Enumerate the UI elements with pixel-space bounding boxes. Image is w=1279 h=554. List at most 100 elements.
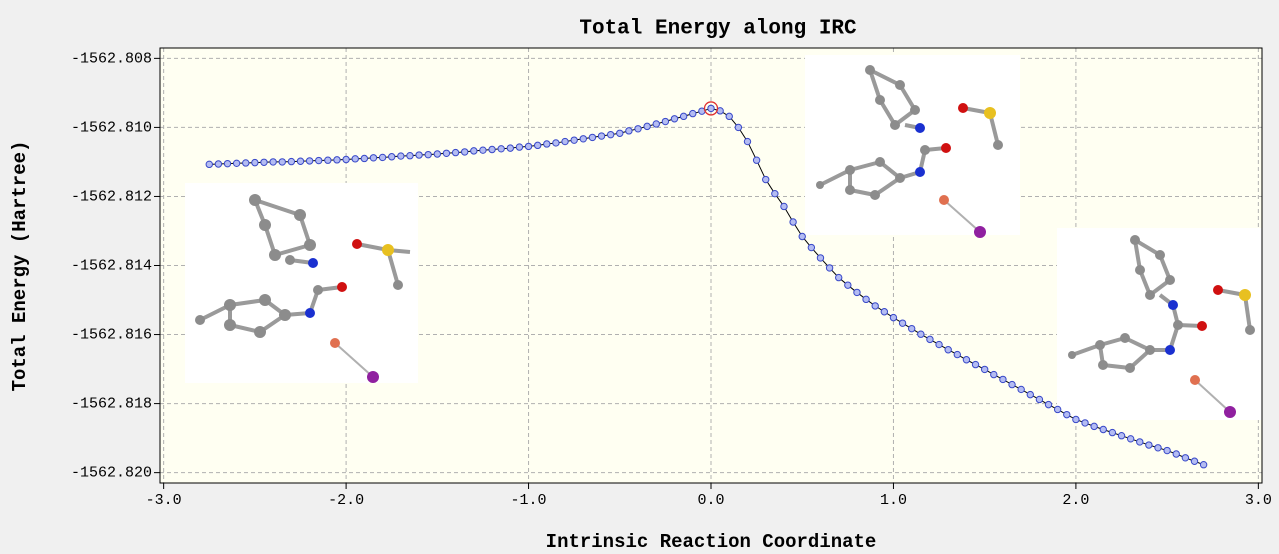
irc-point	[334, 157, 340, 163]
irc-point	[881, 309, 887, 315]
irc-point	[516, 144, 522, 150]
x-tick-label: 2.0	[1062, 492, 1089, 509]
irc-point	[325, 157, 331, 163]
irc-point	[1200, 462, 1206, 468]
irc-point	[416, 152, 422, 158]
irc-point	[972, 361, 978, 367]
irc-point	[480, 147, 486, 153]
irc-point	[489, 146, 495, 152]
x-tick-label: 3.0	[1245, 492, 1272, 509]
irc-point	[863, 296, 869, 302]
irc-point	[607, 131, 613, 137]
irc-point	[279, 159, 285, 165]
irc-point	[1091, 423, 1097, 429]
x-tick-label: 1.0	[880, 492, 907, 509]
irc-point	[352, 156, 358, 162]
irc-point	[343, 156, 349, 162]
x-tick-label: 0.0	[697, 492, 724, 509]
irc-point	[817, 255, 823, 261]
molecule-inset-ts	[805, 55, 1020, 238]
irc-point	[826, 265, 832, 271]
irc-point	[799, 233, 805, 239]
irc-point	[288, 158, 294, 164]
irc-point	[544, 141, 550, 147]
irc-point	[790, 219, 796, 225]
irc-point	[981, 366, 987, 372]
irc-point	[954, 351, 960, 357]
irc-point	[1054, 406, 1060, 412]
irc-point	[370, 155, 376, 161]
irc-point	[1045, 401, 1051, 407]
irc-point	[243, 160, 249, 166]
x-tick-label: -2.0	[328, 492, 364, 509]
irc-point	[854, 289, 860, 295]
irc-point	[845, 282, 851, 288]
irc-point	[206, 161, 212, 167]
y-tick-label: -1562.820	[71, 465, 152, 482]
irc-point	[1127, 436, 1133, 442]
irc-point	[461, 149, 467, 155]
irc-point	[1000, 376, 1006, 382]
irc-point	[1182, 455, 1188, 461]
irc-point	[297, 158, 303, 164]
irc-point	[653, 121, 659, 127]
x-axis-label: Intrinsic Reaction Coordinate	[546, 531, 877, 553]
irc-point	[434, 151, 440, 157]
irc-point	[1082, 420, 1088, 426]
irc-point	[252, 159, 258, 165]
irc-point	[452, 149, 458, 155]
irc-point	[781, 203, 787, 209]
irc-point	[261, 159, 267, 165]
irc-point	[808, 244, 814, 250]
irc-point	[963, 357, 969, 363]
irc-point	[908, 325, 914, 331]
irc-point	[316, 157, 322, 163]
irc-point	[1100, 426, 1106, 432]
irc-point	[407, 153, 413, 159]
irc-point	[899, 320, 905, 326]
irc-point	[398, 153, 404, 159]
irc-point	[534, 142, 540, 148]
irc-point	[571, 137, 577, 143]
irc-point	[1036, 396, 1042, 402]
irc-point	[836, 274, 842, 280]
x-tick-label: -3.0	[146, 492, 182, 509]
irc-point	[918, 331, 924, 337]
irc-point	[233, 160, 239, 166]
irc-point	[1064, 411, 1070, 417]
irc-point	[1018, 386, 1024, 392]
irc-point	[626, 128, 632, 134]
irc-point	[224, 160, 230, 166]
irc-point	[1155, 445, 1161, 451]
irc-point	[589, 134, 595, 140]
irc-point	[945, 347, 951, 353]
irc-point	[726, 113, 732, 119]
y-tick-label: -1562.818	[71, 396, 152, 413]
irc-point	[890, 314, 896, 320]
y-tick-label: -1562.810	[71, 119, 152, 136]
irc-point	[708, 105, 714, 111]
irc-point	[1173, 451, 1179, 457]
y-tick-label: -1562.808	[71, 50, 152, 67]
irc-point	[562, 138, 568, 144]
irc-point	[1109, 429, 1115, 435]
irc-point	[991, 371, 997, 377]
irc-point	[425, 151, 431, 157]
irc-point	[872, 303, 878, 309]
y-tick-label: -1562.816	[71, 327, 152, 344]
irc-point	[580, 136, 586, 142]
irc-point	[1073, 416, 1079, 422]
irc-point	[1146, 442, 1152, 448]
irc-point	[1009, 381, 1015, 387]
irc-point	[744, 138, 750, 144]
irc-point	[361, 155, 367, 161]
irc-point	[215, 161, 221, 167]
irc-point	[389, 154, 395, 160]
irc-point	[690, 110, 696, 116]
irc-point	[927, 336, 933, 342]
molecule-inset-reactant	[185, 183, 418, 383]
irc-point	[379, 154, 385, 160]
irc-point	[635, 126, 641, 132]
irc-point	[1137, 439, 1143, 445]
irc-point	[471, 148, 477, 154]
